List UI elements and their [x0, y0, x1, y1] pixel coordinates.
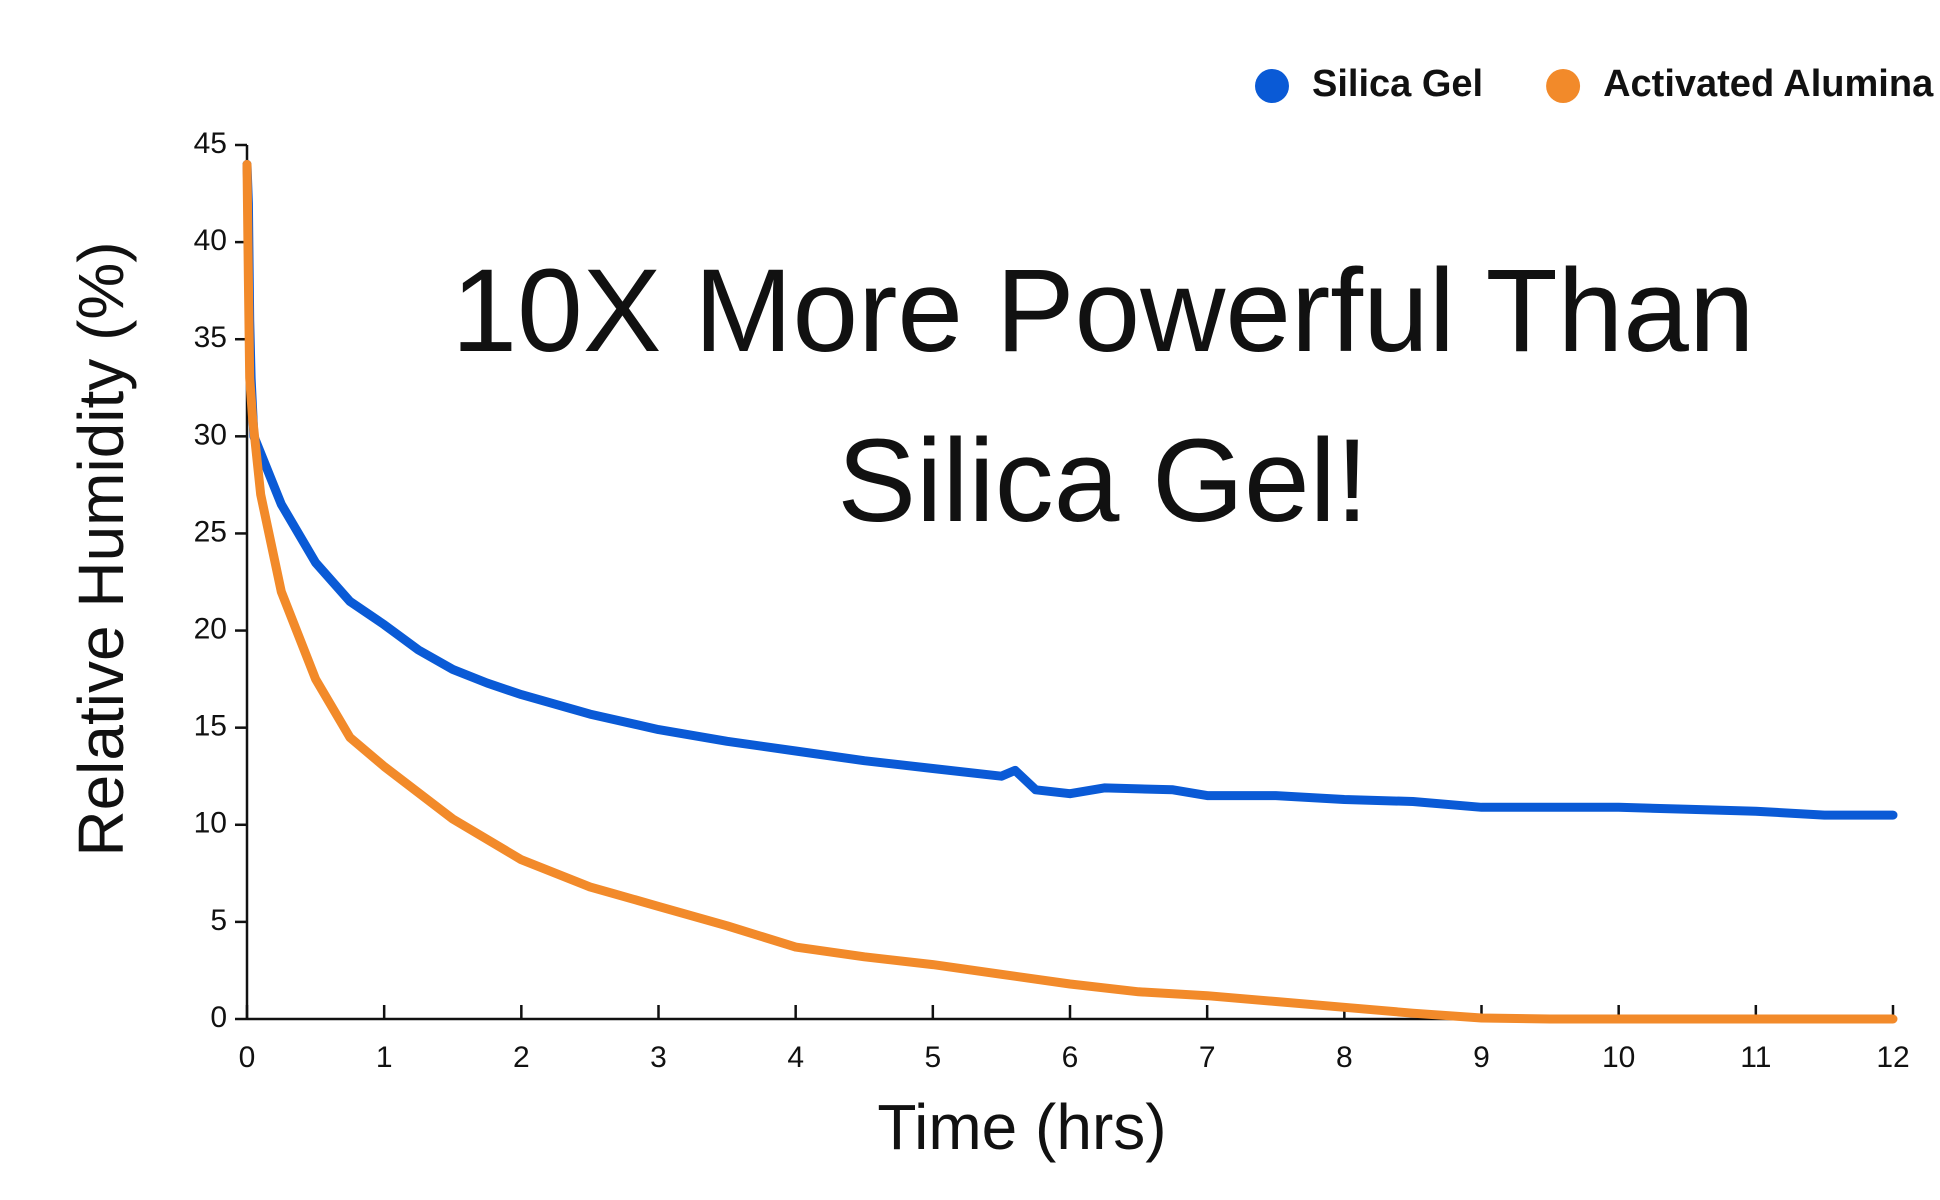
data-line: [242, 159, 1898, 820]
x-tick-label: 7: [1199, 1041, 1216, 1074]
y-tick-label: 25: [194, 515, 227, 548]
legend-label: Activated Alumina: [1603, 63, 1934, 105]
x-tick-label: 3: [650, 1041, 667, 1074]
legend-marker: [1546, 69, 1581, 103]
y-tick-label: 5: [210, 904, 227, 937]
x-tick-label: 10: [1602, 1041, 1635, 1074]
y-tick-label: 30: [194, 418, 227, 451]
x-tick-label: 2: [513, 1041, 530, 1074]
x-tick-label: 0: [239, 1041, 256, 1074]
y-axis-title: Relative Humidity (%): [65, 241, 137, 856]
x-tick-label: 9: [1473, 1041, 1490, 1074]
legend-marker: [1255, 69, 1289, 103]
x-tick-label: 4: [787, 1041, 804, 1074]
x-tick-label: 12: [1876, 1041, 1909, 1074]
x-tick-label: 11: [1740, 1041, 1771, 1074]
x-tick-label: 1: [376, 1041, 393, 1074]
annotation: Silica Gel!: [837, 415, 1368, 547]
x-tick-label: 6: [1062, 1041, 1079, 1074]
y-tick-label: 35: [194, 321, 227, 354]
y-tick-label: 45: [194, 127, 227, 160]
y-tick-label: 15: [194, 710, 227, 743]
data-line: [242, 159, 1898, 1024]
y-tick-label: 40: [194, 224, 227, 257]
x-tick-label: 5: [924, 1041, 941, 1074]
legend-label: Silica Gel: [1312, 63, 1483, 105]
y-tick-label: 10: [194, 807, 227, 840]
x-axis-title: Time (hrs): [877, 1091, 1166, 1163]
x-tick-label: 8: [1336, 1041, 1353, 1074]
annotation: 10X More Powerful Than: [451, 245, 1754, 377]
y-tick-label: 0: [210, 1001, 227, 1034]
y-tick-label: 20: [194, 612, 227, 645]
